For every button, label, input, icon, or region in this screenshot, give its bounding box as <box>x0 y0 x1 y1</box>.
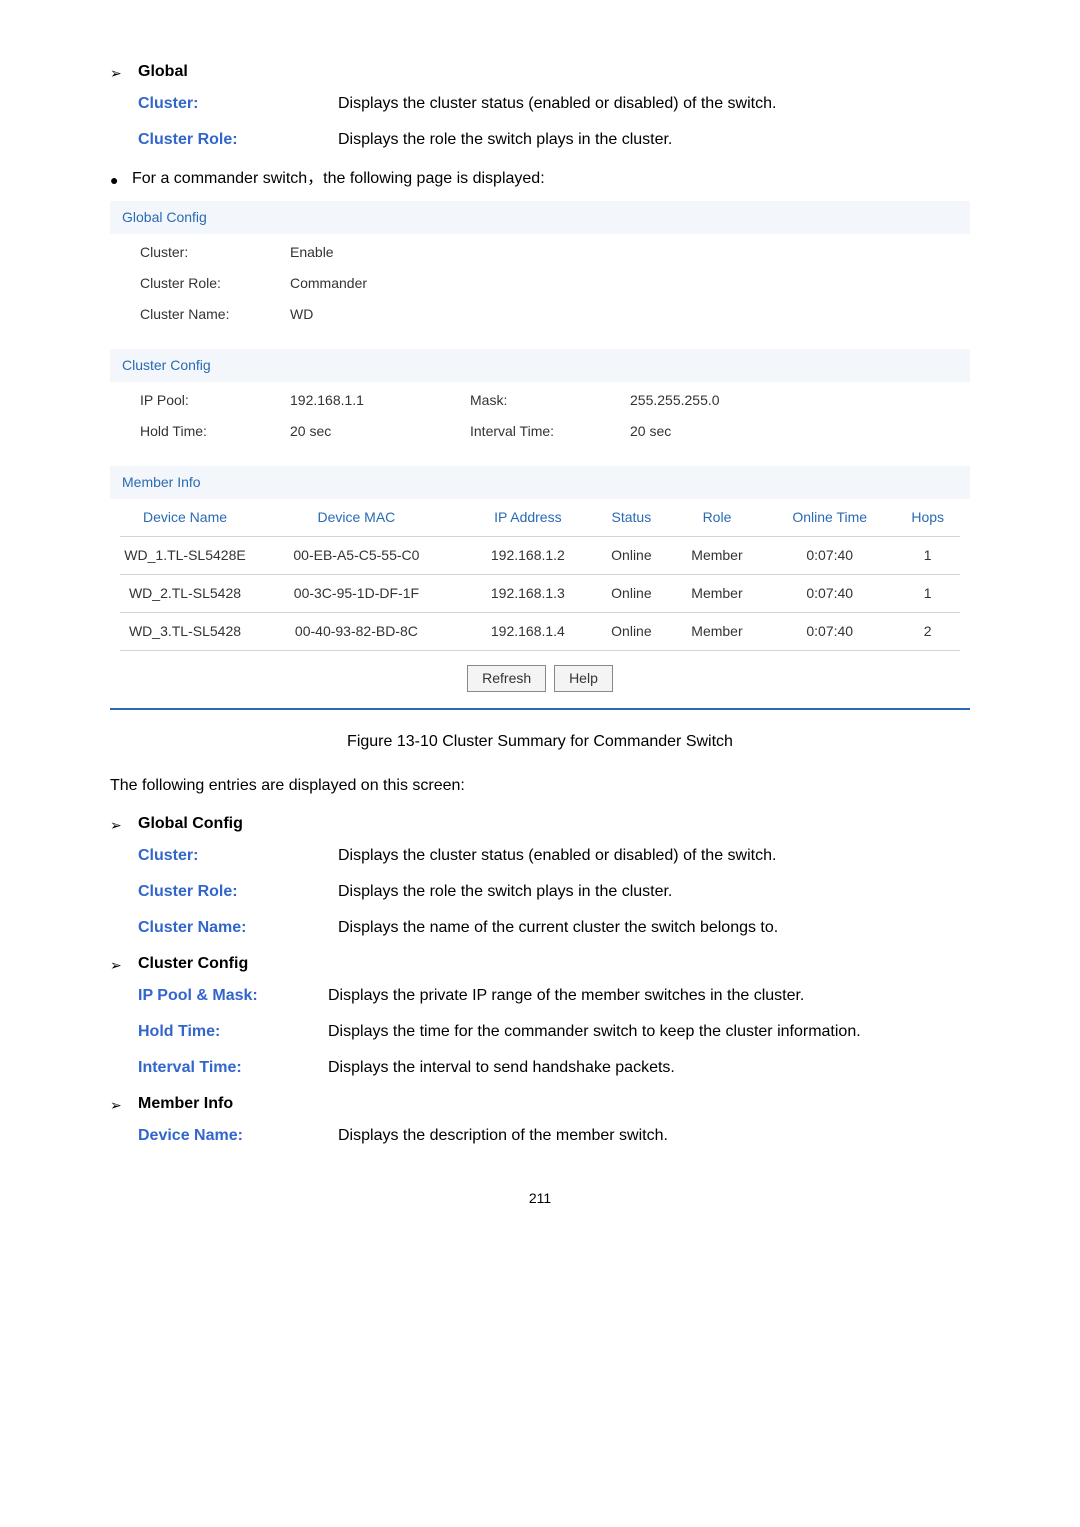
entry-device-name-desc: Displays the description of the member s… <box>338 1124 970 1148</box>
global-heading: Global <box>138 60 188 84</box>
col-device-mac: Device MAC <box>250 499 463 537</box>
member-info-header: Member Info <box>110 466 970 499</box>
entry-ippool-label: IP Pool & Mask: <box>138 984 328 1008</box>
member-info-table: Device Name Device MAC IP Address Status… <box>120 499 960 651</box>
figure-divider <box>110 708 970 710</box>
global-config-header: Global Config <box>110 201 970 234</box>
cluster-role-desc: Displays the role the switch plays in th… <box>338 128 970 152</box>
cell-role: Member <box>670 575 764 613</box>
cluster-summary-panel: Global Config Cluster: Enable Cluster Ro… <box>110 201 970 698</box>
entry-device-name-label: Device Name: <box>138 1124 338 1148</box>
entry-cluster-label: Cluster: <box>138 844 338 868</box>
bullet-icon: ● <box>110 167 132 191</box>
cell-device-name: WD_2.TL-SL5428 <box>120 575 250 613</box>
cluster-config-heading: Cluster Config <box>138 952 248 976</box>
global-config-heading: Global Config <box>138 812 243 836</box>
col-online-time: Online Time <box>764 499 895 537</box>
entry-ippool-desc: Displays the private IP range of the mem… <box>328 984 970 1008</box>
entry-interval-label: Interval Time: <box>138 1056 328 1080</box>
cell-device-name: WD_3.TL-SL5428 <box>120 613 250 651</box>
commander-intro-text: For a commander switch，the following pag… <box>132 167 545 191</box>
cluster-role-label: Cluster Role: <box>138 128 338 152</box>
panel-ippool-value: 192.168.1.1 <box>290 390 470 411</box>
cell-device-mac: 00-EB-A5-C5-55-C0 <box>250 537 463 575</box>
entry-hold-desc: Displays the time for the commander swit… <box>328 1020 970 1044</box>
entry-cluster-desc: Displays the cluster status (enabled or … <box>338 844 970 868</box>
panel-cluster-label: Cluster: <box>140 242 290 263</box>
entry-name-desc: Displays the name of the current cluster… <box>338 916 970 940</box>
cluster-desc: Displays the cluster status (enabled or … <box>338 92 970 116</box>
cell-time: 0:07:40 <box>764 613 895 651</box>
cell-time: 0:07:40 <box>764 575 895 613</box>
cell-device-mac: 00-3C-95-1D-DF-1F <box>250 575 463 613</box>
cell-hops: 2 <box>895 613 960 651</box>
cell-role: Member <box>670 537 764 575</box>
panel-role-value: Commander <box>290 273 367 294</box>
cell-hops: 1 <box>895 537 960 575</box>
member-info-heading: Member Info <box>138 1092 233 1116</box>
col-ip-address: IP Address <box>463 499 593 537</box>
entry-hold-label: Hold Time: <box>138 1020 328 1044</box>
entry-role-desc: Displays the role the switch plays in th… <box>338 880 970 904</box>
refresh-button[interactable]: Refresh <box>467 665 546 692</box>
help-button[interactable]: Help <box>554 665 613 692</box>
panel-interval-label: Interval Time: <box>470 421 630 442</box>
col-role: Role <box>670 499 764 537</box>
cell-device-name: WD_1.TL-SL5428E <box>120 537 250 575</box>
cell-ip: 192.168.1.2 <box>463 537 593 575</box>
cell-hops: 1 <box>895 575 960 613</box>
list-arrow-icon: ➢ <box>110 60 138 84</box>
cell-role: Member <box>670 613 764 651</box>
entry-role-label: Cluster Role: <box>138 880 338 904</box>
list-arrow-icon: ➢ <box>110 1092 138 1116</box>
cell-ip: 192.168.1.3 <box>463 575 593 613</box>
entry-name-label: Cluster Name: <box>138 916 338 940</box>
table-row: WD_3.TL-SL5428 00-40-93-82-BD-8C 192.168… <box>120 613 960 651</box>
panel-mask-value: 255.255.255.0 <box>630 390 770 411</box>
cluster-config-header: Cluster Config <box>110 349 970 382</box>
cell-ip: 192.168.1.4 <box>463 613 593 651</box>
cell-status: Online <box>593 613 670 651</box>
col-hops: Hops <box>895 499 960 537</box>
cell-status: Online <box>593 575 670 613</box>
col-device-name: Device Name <box>120 499 250 537</box>
panel-ippool-label: IP Pool: <box>140 390 290 411</box>
list-arrow-icon: ➢ <box>110 952 138 976</box>
panel-interval-value: 20 sec <box>630 421 770 442</box>
entries-intro-text: The following entries are displayed on t… <box>110 774 970 798</box>
cell-status: Online <box>593 537 670 575</box>
table-row: WD_2.TL-SL5428 00-3C-95-1D-DF-1F 192.168… <box>120 575 960 613</box>
col-status: Status <box>593 499 670 537</box>
panel-cluster-value: Enable <box>290 242 334 263</box>
table-row: WD_1.TL-SL5428E 00-EB-A5-C5-55-C0 192.16… <box>120 537 960 575</box>
panel-name-value: WD <box>290 304 313 325</box>
panel-hold-label: Hold Time: <box>140 421 290 442</box>
cluster-label: Cluster: <box>138 92 338 116</box>
figure-caption: Figure 13-10 Cluster Summary for Command… <box>110 730 970 754</box>
cell-time: 0:07:40 <box>764 537 895 575</box>
panel-role-label: Cluster Role: <box>140 273 290 294</box>
panel-name-label: Cluster Name: <box>140 304 290 325</box>
cell-device-mac: 00-40-93-82-BD-8C <box>250 613 463 651</box>
entry-interval-desc: Displays the interval to send handshake … <box>328 1056 970 1080</box>
panel-mask-label: Mask: <box>470 390 630 411</box>
list-arrow-icon: ➢ <box>110 812 138 836</box>
page-number: 211 <box>110 1188 970 1209</box>
panel-hold-value: 20 sec <box>290 421 470 442</box>
